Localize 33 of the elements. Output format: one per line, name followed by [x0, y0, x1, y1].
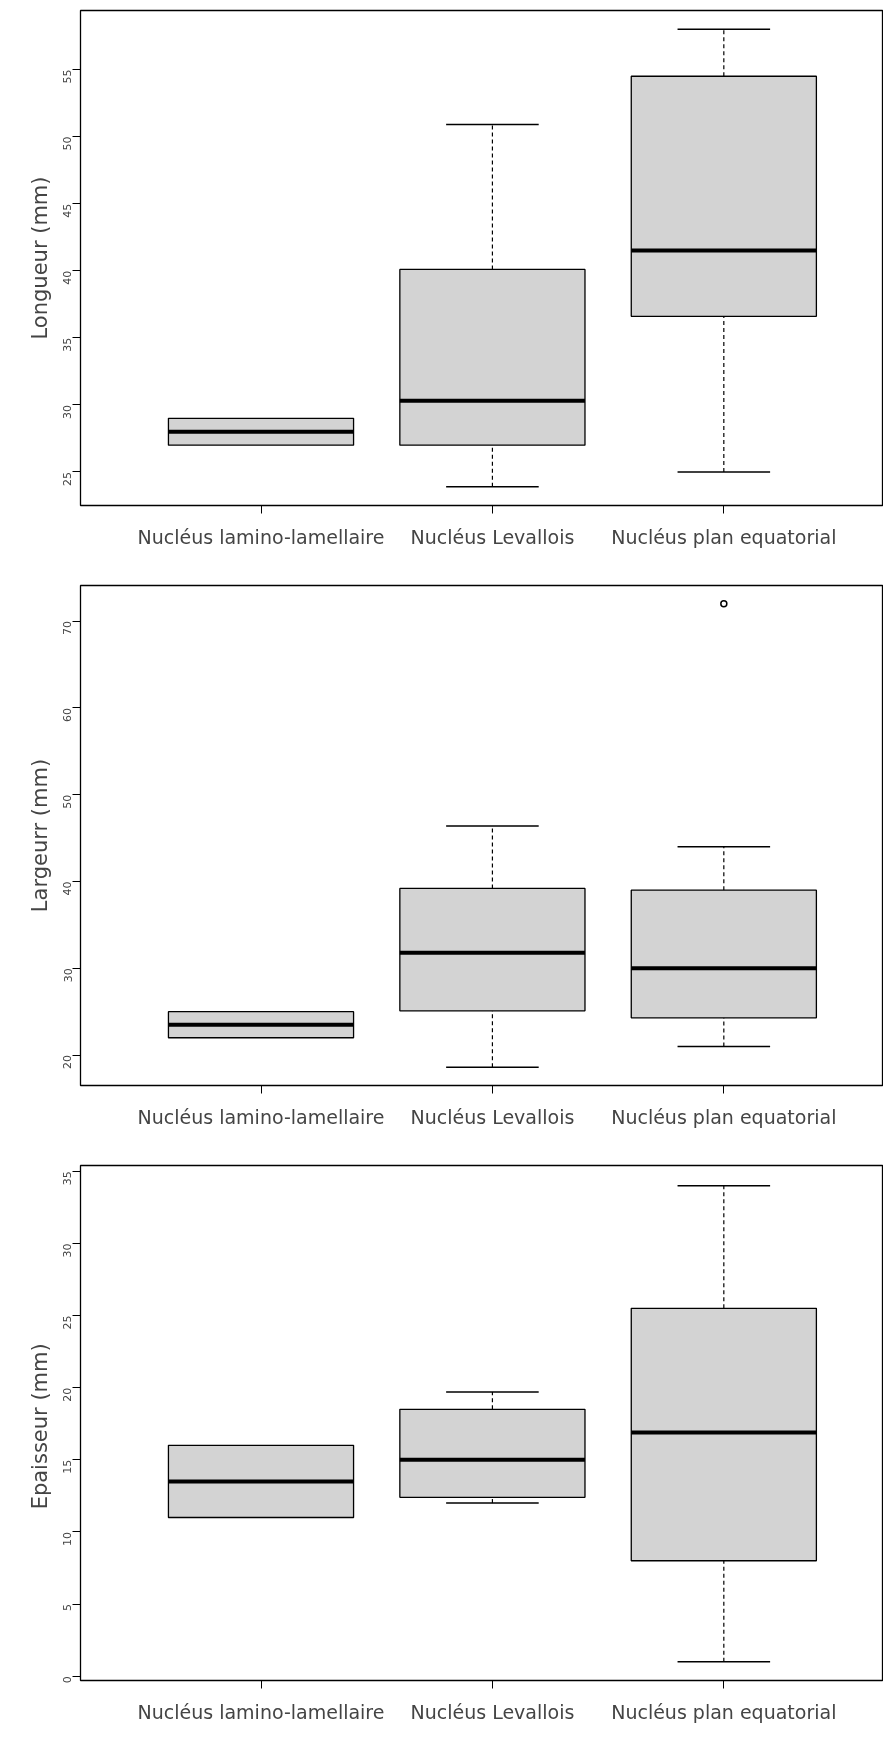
y-tick-label: 30	[61, 1243, 75, 1258]
y-tick-label: 0	[61, 1676, 75, 1684]
y-tick-label: 50	[61, 794, 75, 809]
y-tick-label: 10	[61, 1531, 75, 1546]
y-tick-label: 15	[61, 1459, 75, 1474]
x-tick-label: Nucléus lamino-lamellaire	[137, 525, 385, 548]
x-tick-label: Nucléus Levallois	[410, 1700, 575, 1723]
y-tick-label: 55	[61, 69, 75, 84]
y-tick-label: 70	[61, 621, 75, 636]
y-tick-label: 30	[61, 404, 75, 419]
y-tick-label: 40	[61, 270, 75, 285]
x-tick-label: Nucléus lamino-lamellaire	[137, 1105, 385, 1128]
y-tick-label: 5	[61, 1604, 75, 1612]
y-axis-title: Epaisseur (mm)	[27, 1343, 52, 1510]
x-tick-label: Nucléus plan equatorial	[611, 1105, 837, 1128]
y-tick-label: 25	[61, 1315, 75, 1330]
y-tick-label: 20	[61, 1055, 75, 1070]
y-tick-label: 40	[61, 881, 75, 896]
x-tick-label: Nucléus plan equatorial	[611, 1700, 837, 1723]
x-tick-label: Nucléus Levallois	[410, 1105, 575, 1128]
x-tick-label: Nucléus lamino-lamellaire	[137, 1700, 385, 1723]
y-tick-label: 25	[61, 471, 75, 486]
x-tick-label: Nucléus Levallois	[410, 525, 575, 548]
y-axis-title: Longueur (mm)	[27, 176, 52, 340]
y-tick-label: 50	[61, 136, 75, 151]
y-tick-label: 30	[61, 968, 75, 983]
y-tick-label: 35	[61, 1171, 75, 1186]
y-tick-label: 45	[61, 203, 75, 218]
y-axis-title: Largeurr (mm)	[27, 758, 52, 913]
x-tick-label: Nucléus plan equatorial	[611, 525, 837, 548]
y-tick-label: 60	[61, 707, 75, 722]
y-tick-label: 35	[61, 337, 75, 352]
y-tick-label: 20	[61, 1387, 75, 1402]
